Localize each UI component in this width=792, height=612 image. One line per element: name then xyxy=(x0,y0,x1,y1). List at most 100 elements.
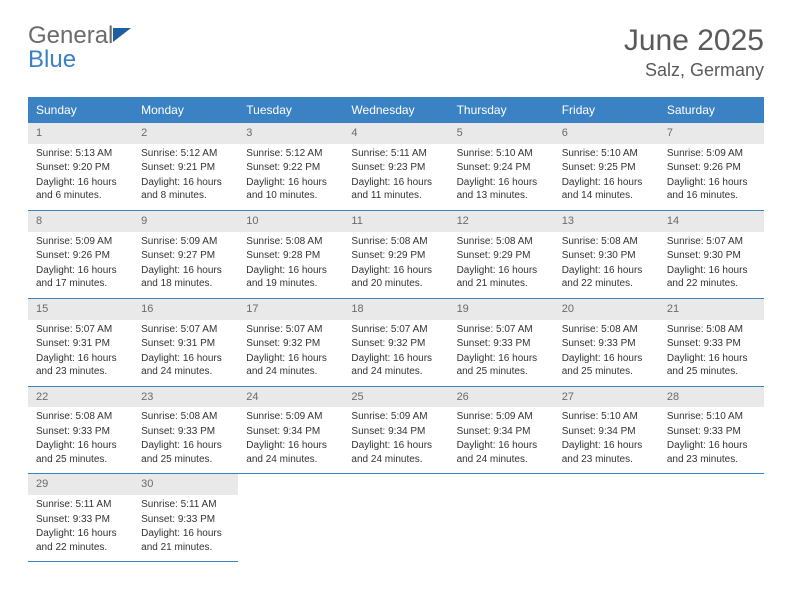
sunrise-line: Sunrise: 5:07 AM xyxy=(457,323,546,337)
day-cell: 23Sunrise: 5:08 AMSunset: 9:33 PMDayligh… xyxy=(133,387,238,475)
sunrise-line: Sunrise: 5:10 AM xyxy=(562,410,651,424)
sunset-line: Sunset: 9:23 PM xyxy=(351,161,440,175)
sunrise-line: Sunrise: 5:07 AM xyxy=(246,323,335,337)
sunset-line: Sunset: 9:22 PM xyxy=(246,161,335,175)
daylight-line: Daylight: 16 hours and 24 minutes. xyxy=(246,352,335,379)
day-cell: 11Sunrise: 5:08 AMSunset: 9:29 PMDayligh… xyxy=(343,211,448,299)
weekday-friday: Friday xyxy=(554,97,659,123)
daylight-line: Daylight: 16 hours and 21 minutes. xyxy=(141,527,230,554)
page-header: General Blue June 2025 Salz, Germany xyxy=(28,24,764,81)
title-block: June 2025 Salz, Germany xyxy=(624,24,764,81)
daylight-line: Daylight: 16 hours and 16 minutes. xyxy=(667,176,756,203)
daylight-line: Daylight: 16 hours and 25 minutes. xyxy=(562,352,651,379)
sunrise-line: Sunrise: 5:09 AM xyxy=(141,235,230,249)
sunset-line: Sunset: 9:33 PM xyxy=(667,337,756,351)
day-number: 11 xyxy=(343,211,448,232)
day-cell: 9Sunrise: 5:09 AMSunset: 9:27 PMDaylight… xyxy=(133,211,238,299)
sunset-line: Sunset: 9:30 PM xyxy=(562,249,651,263)
sunset-line: Sunset: 9:33 PM xyxy=(36,425,125,439)
day-body: Sunrise: 5:12 AMSunset: 9:22 PMDaylight:… xyxy=(238,147,343,203)
day-cell xyxy=(343,474,448,562)
day-cell: 25Sunrise: 5:09 AMSunset: 9:34 PMDayligh… xyxy=(343,387,448,475)
daylight-line: Daylight: 16 hours and 13 minutes. xyxy=(457,176,546,203)
day-cell: 8 Sunrise: 5:09 AMSunset: 9:26 PMDaylight… xyxy=(28,211,133,299)
sunrise-line: Sunrise: 5:09 AM xyxy=(36,235,125,249)
logo-sail-icon xyxy=(113,28,131,42)
sunset-line: Sunset: 9:34 PM xyxy=(562,425,651,439)
day-body: Sunrise: 5:13 AMSunset: 9:20 PMDaylight:… xyxy=(28,147,133,203)
sunrise-line: Sunrise: 5:07 AM xyxy=(351,323,440,337)
day-body: Sunrise: 5:10 AMSunset: 9:25 PMDaylight:… xyxy=(554,147,659,203)
day-cell: 29Sunrise: 5:11 AMSunset: 9:33 PMDayligh… xyxy=(28,474,133,562)
daylight-line: Daylight: 16 hours and 8 minutes. xyxy=(141,176,230,203)
day-cell: 13 Sunrise: 5:08 AMSunset: 9:30 PMDayligh… xyxy=(554,211,659,299)
sunrise-line: Sunrise: 5:12 AM xyxy=(246,147,335,161)
daylight-line: Daylight: 16 hours and 20 minutes. xyxy=(351,264,440,291)
day-cell: 12Sunrise: 5:08 AMSunset: 9:29 PMDayligh… xyxy=(449,211,554,299)
day-cell: 30Sunrise: 5:11 AMSunset: 9:33 PMDayligh… xyxy=(133,474,238,562)
sunrise-line: Sunrise: 5:09 AM xyxy=(246,410,335,424)
calendar-grid: 1Sunrise: 5:13 AMSunset: 9:20 PMDaylight… xyxy=(28,123,764,562)
sunset-line: Sunset: 9:26 PM xyxy=(36,249,125,263)
daylight-line: Daylight: 16 hours and 24 minutes. xyxy=(141,352,230,379)
weekday-saturday: Saturday xyxy=(659,97,764,123)
day-number: 25 xyxy=(343,387,448,408)
weekday-tuesday: Tuesday xyxy=(238,97,343,123)
day-number: 7 xyxy=(659,123,764,144)
daylight-line: Daylight: 16 hours and 23 minutes. xyxy=(36,352,125,379)
sunrise-line: Sunrise: 5:08 AM xyxy=(36,410,125,424)
day-cell: 3Sunrise: 5:12 AMSunset: 9:22 PMDaylight… xyxy=(238,123,343,211)
sunset-line: Sunset: 9:33 PM xyxy=(457,337,546,351)
day-body: Sunrise: 5:07 AMSunset: 9:32 PMDaylight:… xyxy=(343,323,448,379)
day-body: Sunrise: 5:10 AMSunset: 9:33 PMDaylight:… xyxy=(659,410,764,466)
day-number: 10 xyxy=(238,211,343,232)
day-number: 9 xyxy=(133,211,238,232)
day-cell xyxy=(449,474,554,562)
day-body: Sunrise: 5:09 AMSunset: 9:34 PMDaylight:… xyxy=(449,410,554,466)
sunrise-line: Sunrise: 5:08 AM xyxy=(667,323,756,337)
sunset-line: Sunset: 9:32 PM xyxy=(351,337,440,351)
logo: General Blue xyxy=(28,24,131,72)
weekday-wednesday: Wednesday xyxy=(343,97,448,123)
logo-text: General Blue xyxy=(28,24,131,72)
day-number: 8 xyxy=(28,211,133,232)
sunset-line: Sunset: 9:32 PM xyxy=(246,337,335,351)
day-number: 28 xyxy=(659,387,764,408)
day-body: Sunrise: 5:08 AMSunset: 9:30 PMDaylight:… xyxy=(554,235,659,291)
logo-word-general: General xyxy=(28,22,113,49)
daylight-line: Daylight: 16 hours and 24 minutes. xyxy=(246,439,335,466)
day-cell: 10 Sunrise: 5:08 AMSunset: 9:28 PMDayligh… xyxy=(238,211,343,299)
day-body: Sunrise: 5:07 AMSunset: 9:31 PMDaylight:… xyxy=(28,323,133,379)
sunrise-line: Sunrise: 5:09 AM xyxy=(351,410,440,424)
day-number: 4 xyxy=(343,123,448,144)
daylight-line: Daylight: 16 hours and 22 minutes. xyxy=(667,264,756,291)
sunset-line: Sunset: 9:24 PM xyxy=(457,161,546,175)
daylight-line: Daylight: 16 hours and 25 minutes. xyxy=(36,439,125,466)
sunrise-line: Sunrise: 5:11 AM xyxy=(351,147,440,161)
day-body: Sunrise: 5:08 AMSunset: 9:28 PMDaylight:… xyxy=(238,235,343,291)
day-cell: 4Sunrise: 5:11 AMSunset: 9:23 PMDaylight… xyxy=(343,123,448,211)
day-cell: 18 Sunrise: 5:07 AMSunset: 9:32 PMDayligh… xyxy=(343,299,448,387)
day-cell: 14Sunrise: 5:07 AMSunset: 9:30 PMDayligh… xyxy=(659,211,764,299)
weekday-thursday: Thursday xyxy=(449,97,554,123)
day-number: 17 xyxy=(238,299,343,320)
sunset-line: Sunset: 9:34 PM xyxy=(457,425,546,439)
day-body: Sunrise: 5:07 AMSunset: 9:30 PMDaylight:… xyxy=(659,235,764,291)
sunset-line: Sunset: 9:26 PM xyxy=(667,161,756,175)
daylight-line: Daylight: 16 hours and 6 minutes. xyxy=(36,176,125,203)
sunrise-line: Sunrise: 5:08 AM xyxy=(351,235,440,249)
day-number: 18 xyxy=(343,299,448,320)
day-number: 24 xyxy=(238,387,343,408)
daylight-line: Daylight: 16 hours and 17 minutes. xyxy=(36,264,125,291)
weekday-sunday: Sunday xyxy=(28,97,133,123)
sunset-line: Sunset: 9:31 PM xyxy=(141,337,230,351)
daylight-line: Daylight: 16 hours and 24 minutes. xyxy=(457,439,546,466)
month-title: June 2025 xyxy=(624,24,764,58)
sunset-line: Sunset: 9:21 PM xyxy=(141,161,230,175)
day-body: Sunrise: 5:09 AMSunset: 9:34 PMDaylight:… xyxy=(343,410,448,466)
day-body: Sunrise: 5:11 AMSunset: 9:33 PMDaylight:… xyxy=(133,498,238,554)
daylight-line: Daylight: 16 hours and 14 minutes. xyxy=(562,176,651,203)
day-number: 13 xyxy=(554,211,659,232)
daylight-line: Daylight: 16 hours and 25 minutes. xyxy=(667,352,756,379)
sunrise-line: Sunrise: 5:09 AM xyxy=(457,410,546,424)
